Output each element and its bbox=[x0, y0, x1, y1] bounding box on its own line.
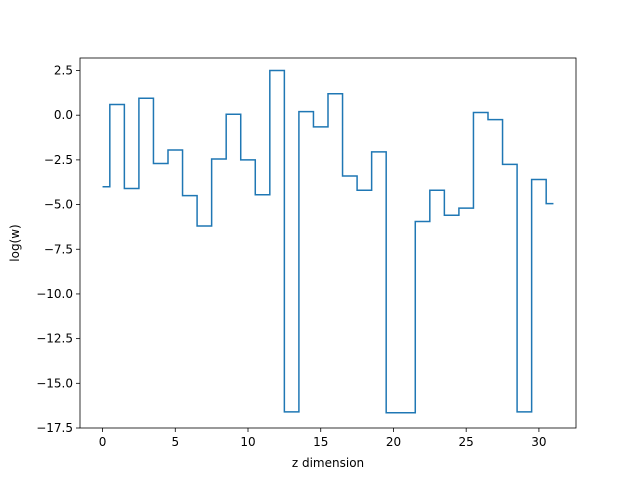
y-tick-label: −15.0 bbox=[36, 376, 73, 390]
y-axis: 2.5 0.0 −2.5 −5.0 −7.5 −10.0 −12.5 −15.0 −17.5 bbox=[36, 64, 80, 435]
y-tick-label: −7.5 bbox=[44, 242, 73, 256]
axes-frame bbox=[79, 57, 577, 429]
x-tick-label: 20 bbox=[386, 435, 401, 449]
x-tick-label: 0 bbox=[99, 435, 107, 449]
x-axis: 0 5 10 15 20 25 30 bbox=[99, 428, 547, 449]
y-tick-label: −17.5 bbox=[36, 421, 73, 435]
y-tick-label: −10.0 bbox=[36, 287, 73, 301]
y-tick-label: 2.5 bbox=[54, 64, 73, 78]
y-tick-label: 0.0 bbox=[54, 108, 73, 122]
y-axis-label: log(w) bbox=[8, 224, 22, 261]
x-tick-label: 10 bbox=[240, 435, 255, 449]
plot-area bbox=[102, 69, 554, 414]
y-tick-label: −2.5 bbox=[44, 153, 73, 167]
x-tick-label: 5 bbox=[171, 435, 179, 449]
y-tick-label: −12.5 bbox=[36, 332, 73, 346]
x-axis-label: z dimension bbox=[292, 456, 364, 470]
x-tick-label: 15 bbox=[313, 435, 328, 449]
x-tick-label: 30 bbox=[531, 435, 546, 449]
y-tick-label: −5.0 bbox=[44, 198, 73, 212]
series-line-0 bbox=[102, 69, 554, 414]
x-tick-label: 25 bbox=[459, 435, 474, 449]
